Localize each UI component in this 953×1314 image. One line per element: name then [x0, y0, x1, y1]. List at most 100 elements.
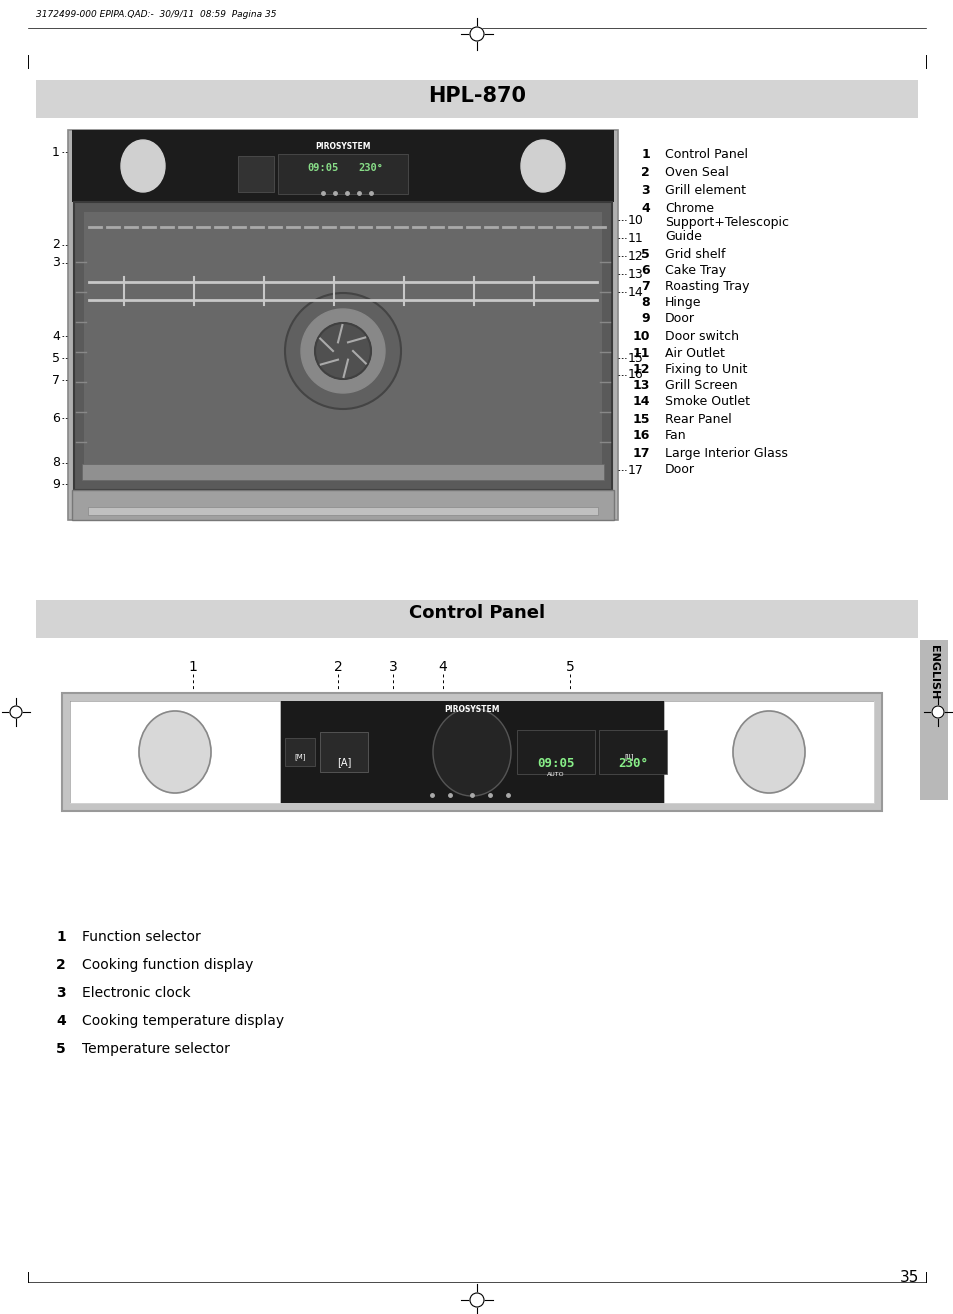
- Text: Door: Door: [664, 463, 695, 476]
- FancyBboxPatch shape: [71, 130, 614, 202]
- Text: 14: 14: [632, 396, 649, 409]
- FancyBboxPatch shape: [36, 600, 917, 639]
- Text: [II]: [II]: [623, 753, 633, 759]
- Ellipse shape: [139, 711, 211, 794]
- Text: 8: 8: [52, 456, 60, 469]
- Ellipse shape: [732, 711, 804, 794]
- Text: Fixing to Unit: Fixing to Unit: [664, 363, 746, 376]
- Text: Door switch: Door switch: [664, 330, 739, 343]
- FancyBboxPatch shape: [71, 490, 614, 520]
- Text: Smoke Outlet: Smoke Outlet: [664, 396, 749, 409]
- Circle shape: [314, 323, 371, 378]
- Text: 35: 35: [900, 1271, 919, 1285]
- Text: 4: 4: [52, 330, 60, 343]
- Text: 17: 17: [627, 464, 643, 477]
- Text: 1: 1: [56, 930, 66, 943]
- FancyBboxPatch shape: [517, 731, 595, 774]
- Text: Roasting Tray: Roasting Tray: [664, 280, 749, 293]
- Text: 15: 15: [627, 352, 643, 364]
- Text: 12: 12: [632, 363, 649, 376]
- Text: 3: 3: [388, 660, 397, 674]
- Text: Oven Seal: Oven Seal: [664, 166, 728, 179]
- FancyBboxPatch shape: [919, 640, 947, 800]
- FancyBboxPatch shape: [84, 212, 601, 480]
- Text: 12: 12: [627, 250, 643, 263]
- Text: Electronic clock: Electronic clock: [82, 986, 191, 1000]
- FancyBboxPatch shape: [277, 154, 408, 194]
- Circle shape: [285, 293, 400, 409]
- Text: PIROSYSTEM: PIROSYSTEM: [444, 706, 499, 714]
- Text: 7: 7: [640, 280, 649, 293]
- Text: Hinge: Hinge: [664, 296, 700, 309]
- Text: 2: 2: [52, 239, 60, 251]
- Ellipse shape: [520, 141, 564, 192]
- Text: 11: 11: [627, 231, 643, 244]
- Text: HPL-870: HPL-870: [428, 85, 525, 106]
- Ellipse shape: [121, 141, 165, 192]
- Text: Air Outlet: Air Outlet: [664, 347, 724, 360]
- Text: 17: 17: [632, 447, 649, 460]
- Text: Fan: Fan: [664, 428, 686, 442]
- Text: 13: 13: [627, 268, 643, 280]
- Text: 7: 7: [52, 373, 60, 386]
- Text: Control Panel: Control Panel: [409, 604, 544, 622]
- Text: 2: 2: [640, 166, 649, 179]
- Text: 11: 11: [632, 347, 649, 360]
- Text: 5: 5: [565, 660, 574, 674]
- Text: 5: 5: [52, 352, 60, 364]
- Text: Rear Panel: Rear Panel: [664, 413, 731, 426]
- Text: Guide: Guide: [664, 230, 701, 243]
- FancyBboxPatch shape: [237, 156, 274, 192]
- Text: Grill Screen: Grill Screen: [664, 378, 737, 392]
- Text: 1: 1: [640, 148, 649, 162]
- Text: 2: 2: [56, 958, 66, 972]
- Text: 5: 5: [56, 1042, 66, 1056]
- Text: 4: 4: [640, 202, 649, 215]
- Text: Function selector: Function selector: [82, 930, 200, 943]
- Text: 6: 6: [52, 411, 60, 424]
- Text: 6: 6: [640, 264, 649, 277]
- FancyBboxPatch shape: [68, 130, 618, 520]
- FancyBboxPatch shape: [88, 507, 598, 515]
- Text: 8: 8: [640, 296, 649, 309]
- FancyBboxPatch shape: [82, 464, 603, 480]
- Text: 4: 4: [438, 660, 447, 674]
- Text: Cooking temperature display: Cooking temperature display: [82, 1014, 284, 1028]
- Text: [A]: [A]: [336, 757, 351, 767]
- Text: PIROSYSTEM: PIROSYSTEM: [314, 142, 371, 151]
- Text: [M]: [M]: [294, 753, 305, 759]
- Text: ENGLISH: ENGLISH: [928, 645, 938, 699]
- Text: 1: 1: [52, 146, 60, 159]
- Text: 230°: 230°: [358, 163, 383, 173]
- Text: Chrome: Chrome: [664, 202, 713, 215]
- FancyBboxPatch shape: [598, 731, 666, 774]
- Text: 10: 10: [627, 213, 643, 226]
- Text: 3172499-000 EPIPA.QAD:-  30/9/11  08:59  Pagina 35: 3172499-000 EPIPA.QAD:- 30/9/11 08:59 Pa…: [36, 11, 276, 18]
- Text: 2: 2: [334, 660, 342, 674]
- Text: AUTO: AUTO: [547, 773, 564, 777]
- FancyBboxPatch shape: [285, 738, 314, 766]
- Text: Grid shelf: Grid shelf: [664, 248, 724, 261]
- Text: Door: Door: [664, 311, 695, 325]
- Text: Control Panel: Control Panel: [664, 148, 747, 162]
- FancyBboxPatch shape: [70, 700, 280, 803]
- Text: Large Interior Glass: Large Interior Glass: [664, 447, 787, 460]
- FancyBboxPatch shape: [614, 738, 643, 766]
- Text: 3: 3: [56, 986, 66, 1000]
- Text: 16: 16: [627, 368, 643, 381]
- Circle shape: [10, 706, 22, 717]
- Text: 15: 15: [632, 413, 649, 426]
- FancyBboxPatch shape: [663, 700, 873, 803]
- Text: Grill element: Grill element: [664, 184, 745, 197]
- Text: 14: 14: [627, 285, 643, 298]
- Circle shape: [470, 1293, 483, 1307]
- Text: 1: 1: [189, 660, 197, 674]
- Text: 13: 13: [632, 378, 649, 392]
- Text: Cooking function display: Cooking function display: [82, 958, 253, 972]
- Text: 16: 16: [632, 428, 649, 442]
- FancyBboxPatch shape: [319, 732, 368, 773]
- Text: 10: 10: [632, 330, 649, 343]
- Text: 4: 4: [56, 1014, 66, 1028]
- Circle shape: [931, 706, 943, 717]
- FancyBboxPatch shape: [74, 202, 612, 490]
